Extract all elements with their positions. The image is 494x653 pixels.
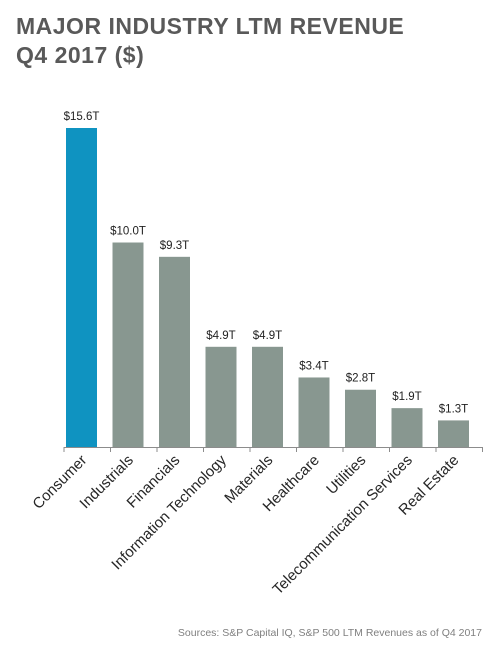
- chart-title: MAJOR INDUSTRY LTM REVENUE Q4 2017 ($): [16, 12, 404, 70]
- bar-healthcare: [298, 377, 330, 447]
- data-label-financials: $9.3T: [160, 240, 189, 252]
- data-label-telecommunication-services: $1.9T: [392, 391, 421, 403]
- bar-information-technology: [205, 346, 237, 447]
- data-label-healthcare: $3.4T: [299, 360, 328, 372]
- data-label-utilities: $2.8T: [346, 373, 375, 385]
- chart-title-line-2: Q4 2017 ($): [16, 42, 145, 68]
- data-label-information-technology: $4.9T: [206, 330, 235, 342]
- bar-industrials: [112, 242, 144, 447]
- bar-utilities: [345, 389, 376, 447]
- bar-consumer: [66, 128, 97, 447]
- bar-telecommunication-services: [391, 408, 423, 447]
- data-label-consumer: $15.6T: [64, 111, 100, 123]
- bar-real-estate: [438, 420, 469, 447]
- x-tick-label-utilities: Utilities: [323, 452, 369, 498]
- data-label-materials: $4.9T: [253, 330, 282, 342]
- bar-financials: [159, 256, 190, 447]
- bar-materials: [252, 346, 283, 447]
- data-label-industrials: $10.0T: [110, 226, 146, 238]
- chart-title-line-1: MAJOR INDUSTRY LTM REVENUE: [16, 13, 405, 39]
- source-note: Sources: S&P Capital IQ, S&P 500 LTM Rev…: [177, 627, 482, 639]
- data-label-real-estate: $1.3T: [439, 403, 468, 415]
